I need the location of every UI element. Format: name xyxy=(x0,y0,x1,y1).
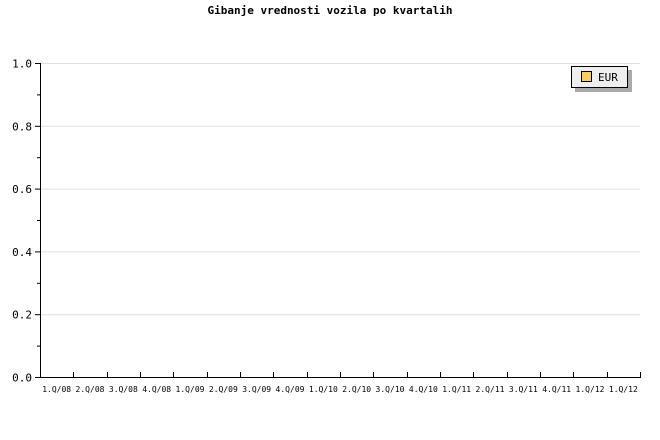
x-tick-label: 4.Q/10 xyxy=(409,385,438,394)
x-tick-label: 1.Q/08 xyxy=(42,385,71,394)
x-tick-label: 1.Q/10 xyxy=(309,385,338,394)
x-tick-label: 2.Q/10 xyxy=(342,385,371,394)
x-tick-label: 2.Q/11 xyxy=(476,385,505,394)
y-tick-label: 0.8 xyxy=(12,120,32,133)
legend-swatch xyxy=(581,71,592,82)
y-tick-label: 0.6 xyxy=(12,183,32,196)
legend-label: EUR xyxy=(598,71,618,84)
x-tick-label: 3.Q/09 xyxy=(242,385,271,394)
x-tick-label: 4.Q/08 xyxy=(142,385,171,394)
y-tick-label: 0.0 xyxy=(12,372,32,385)
y-tick-label: 1.0 xyxy=(12,58,32,71)
x-tick-label: 2.Q/09 xyxy=(209,385,238,394)
x-tick-label: 2.Q/08 xyxy=(76,385,105,394)
x-tick-label: 4.Q/09 xyxy=(276,385,305,394)
x-tick-label: 1.Q/09 xyxy=(176,385,205,394)
chart-title: Gibanje vrednosti vozila po kvartalih xyxy=(207,4,453,17)
x-tick-label: 1.Q/11 xyxy=(442,385,471,394)
x-tick-label: 1.Q/12 xyxy=(609,385,638,394)
x-tick-label: 3.Q/08 xyxy=(109,385,138,394)
y-tick-label: 0.2 xyxy=(12,309,32,322)
y-tick-label: 0.4 xyxy=(12,246,32,259)
x-tick-label: 1.Q/12 xyxy=(576,385,605,394)
x-tick-label: 3.Q/10 xyxy=(376,385,405,394)
x-tick-label: 3.Q/11 xyxy=(509,385,538,394)
x-tick-label: 4.Q/11 xyxy=(542,385,571,394)
